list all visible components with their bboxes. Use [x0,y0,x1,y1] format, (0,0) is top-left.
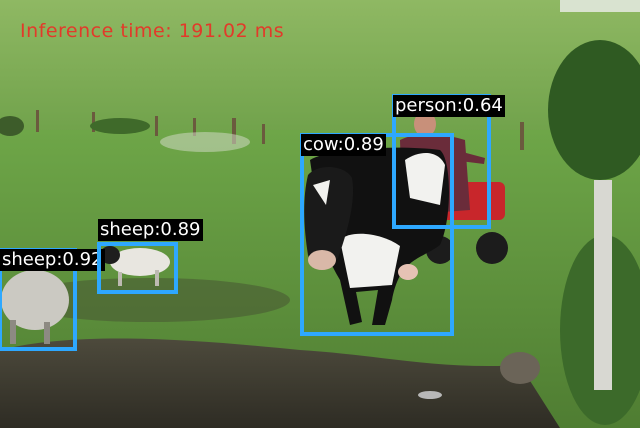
sheep-mid-body [110,248,170,276]
detection-label-person: person:0.64 [393,95,505,117]
sky-patch [560,0,640,12]
tree-right [548,40,640,180]
cow-udder [398,264,418,280]
far-field [0,0,640,140]
cow-patch-white [340,233,400,288]
sheep-mid-leg [118,272,122,286]
cow-muzzle [308,250,336,270]
detection-label-sheep-2: sheep:0.89 [98,219,203,241]
sheep-mid-leg-2 [155,270,159,286]
flower-patch [160,132,250,152]
detection-box-sheep-2 [97,242,178,294]
cow-patch-white-back [405,153,445,205]
person-arm [452,150,485,164]
bush-left [0,116,24,136]
stone [418,391,442,399]
birch-trunk [594,180,612,390]
sheep-left-body [1,270,69,330]
trampled-grass [10,278,290,322]
detection-label-cow: cow:0.89 [301,134,386,156]
sheep-left-leg [10,320,16,344]
rock [500,352,540,384]
sheep-mid-head [100,246,120,264]
hedge-left [90,118,150,134]
detection-label-sheep-1: sheep:0.92 [0,249,105,271]
fence-posts [36,110,524,150]
cow-head [304,167,354,267]
sheep-left-leg-2 [44,322,50,344]
cow-blaze [313,180,330,205]
person-head [414,111,436,137]
quad-wheel-front [476,232,508,264]
inference-time-text: Inference time: 191.02 ms [20,20,285,42]
muddy-ground [0,338,560,428]
